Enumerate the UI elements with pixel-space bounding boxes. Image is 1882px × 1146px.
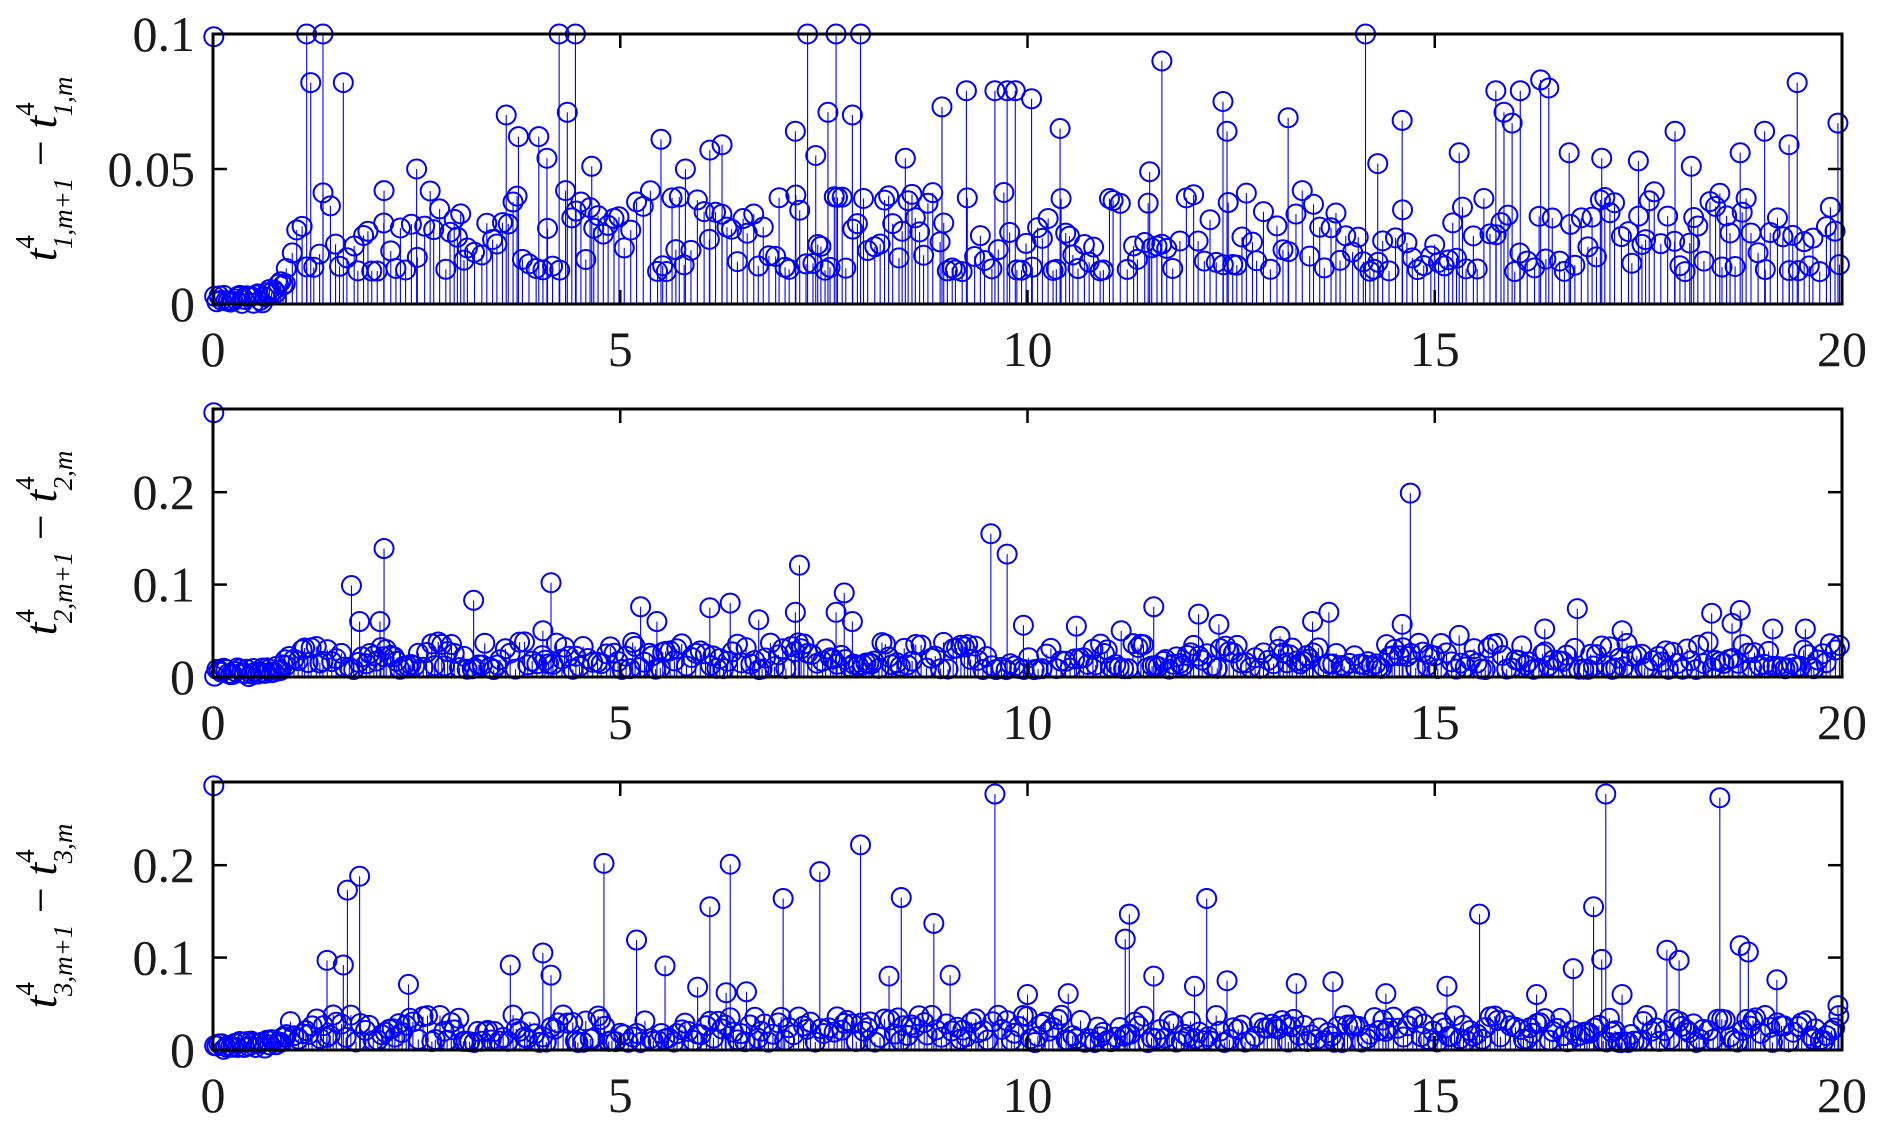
x-tick-label: 5 <box>608 694 633 750</box>
y-axis-label: t4 2,m+1 − t4 2,m <box>10 451 78 636</box>
x-tick-label: 5 <box>608 321 633 377</box>
y-axis-label: t4 3,m+1 − t4 3,m <box>10 824 78 1009</box>
y-tick-label: 0.05 <box>108 141 196 197</box>
y-tick-label: 0 <box>170 649 195 705</box>
y-tick-label: 0 <box>170 1022 195 1078</box>
y-tick-label: 0.2 <box>133 464 196 520</box>
stem-series <box>204 25 1849 313</box>
x-tick-label: 10 <box>1003 1067 1053 1123</box>
y-tick-label: 0.1 <box>133 557 196 613</box>
x-tick-label: 0 <box>201 321 226 377</box>
stem-panel-3: 0 5 10 15 20 0 0.1 0.2 t4 3,m+1 − t4 3,m <box>10 776 1867 1123</box>
x-tick-label: 0 <box>201 694 226 750</box>
x-tick-label: 20 <box>1817 1067 1867 1123</box>
x-tick-label: 20 <box>1817 694 1867 750</box>
stem-panel-2: 0 5 10 15 20 0 0.1 0.2 t4 2,m+1 − t4 2,m <box>10 403 1867 750</box>
x-tick-label: 0 <box>201 1067 226 1123</box>
x-tick-label: 15 <box>1410 1067 1460 1123</box>
stem-series <box>204 776 1848 1059</box>
y-tick-label: 0.1 <box>133 930 196 986</box>
y-axis-label: t4 1,m+1 − t4 1,m <box>10 77 78 262</box>
stem-series <box>204 403 1849 686</box>
x-tick-label: 10 <box>1003 321 1053 377</box>
x-tick-label: 10 <box>1003 694 1053 750</box>
stem-panel-1: 0 5 10 15 20 0 0.05 0.1 t4 1,m+1 − t4 1,m <box>10 6 1867 377</box>
y-tick-label: 0.2 <box>133 837 196 893</box>
x-tick-label: 15 <box>1410 321 1460 377</box>
y-tick-label: 0.1 <box>133 6 196 62</box>
x-tick-label: 20 <box>1817 321 1867 377</box>
x-tick-label: 5 <box>608 1067 633 1123</box>
x-tick-label: 15 <box>1410 694 1460 750</box>
y-tick-label: 0 <box>170 276 195 332</box>
